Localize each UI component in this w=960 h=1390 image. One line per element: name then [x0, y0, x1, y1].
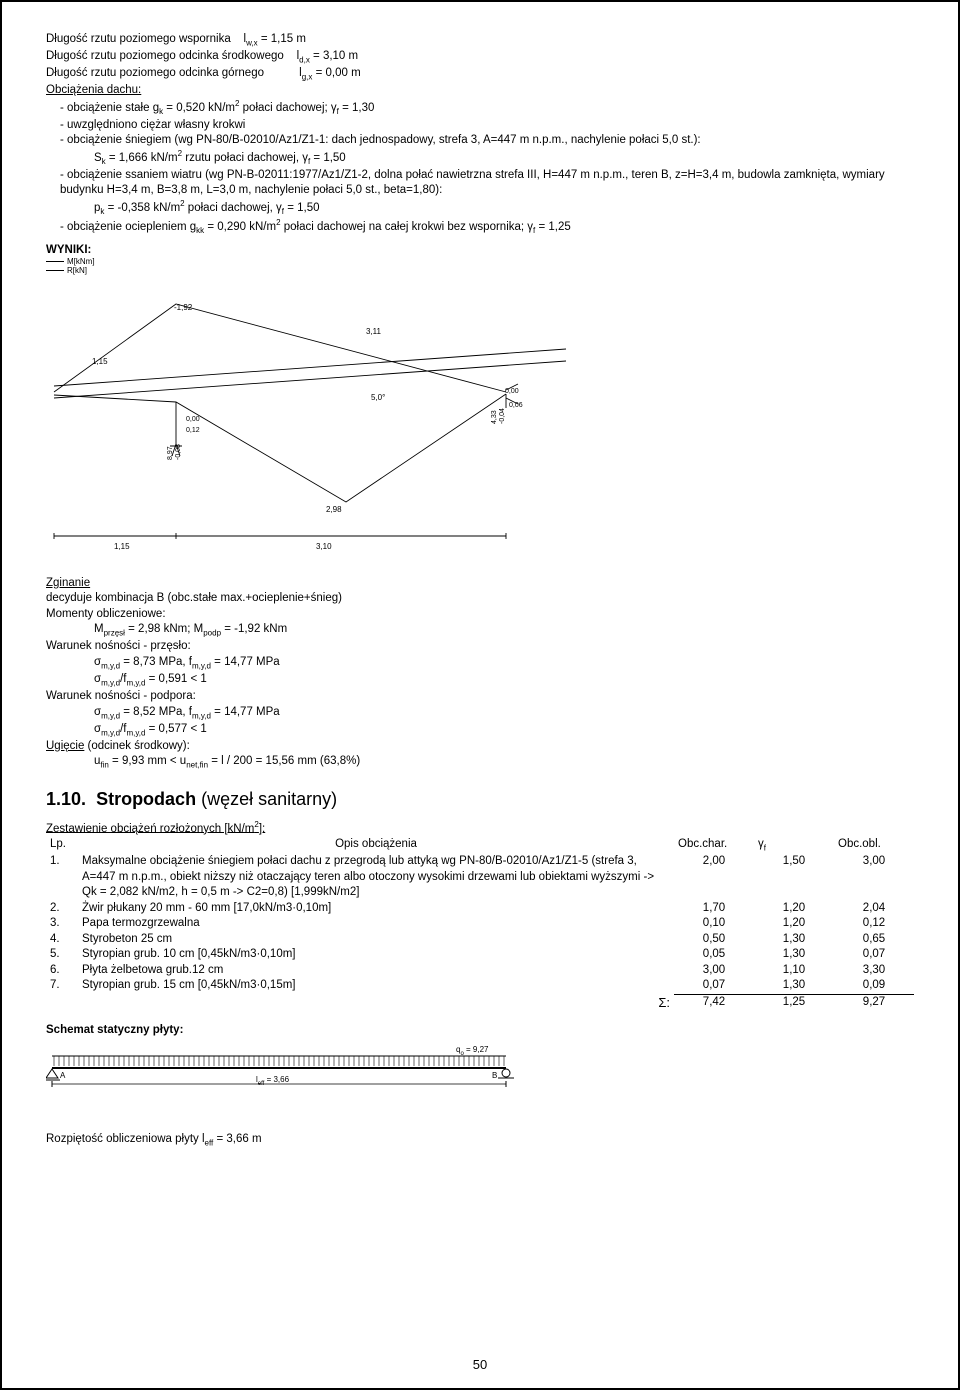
dim-label: Długość rzutu poziomego odcinka górnego — [46, 67, 264, 79]
table-row: 6.Płyta żelbetowa grub.12 cm3,001,103,30 — [46, 963, 914, 979]
svg-text:B: B — [492, 1071, 497, 1080]
static-scheme: qo = 9,27 A B leff = 3,66 — [46, 1042, 546, 1098]
table-row: 1.Maksymalne obciążenie śniegiem połaci … — [46, 854, 914, 901]
load-bullet: pk = -0,358 kN/m2 połaci dachowej, γf = … — [46, 199, 914, 218]
dim-label: Długość rzutu poziomego wspornika — [46, 33, 231, 45]
loads-heading: Obciążenia dachu: — [46, 83, 914, 99]
table-header-row: Lp. Opis obciążenia Obc.char. γf Obc.obl… — [46, 837, 914, 854]
svg-text:0,00: 0,00 — [186, 416, 200, 423]
legend-line-icon — [46, 270, 64, 271]
svg-text:3,10: 3,10 — [316, 542, 332, 551]
table-title: Zestawienie obciążeń rozłożonych [kN/m2]… — [46, 820, 914, 837]
svg-text:3,11: 3,11 — [366, 327, 382, 336]
svg-text:0,12: 0,12 — [186, 427, 200, 434]
load-bullet: - obciążenie stałe gk = 0,520 kN/m2 poła… — [46, 99, 914, 118]
svg-text:2,98: 2,98 — [326, 505, 342, 514]
svg-text:1,15: 1,15 — [92, 357, 108, 366]
table-row: 4.Styrobeton 25 cm0,501,300,65 — [46, 932, 914, 948]
svg-text:-0,04: -0,04 — [499, 408, 506, 424]
load-bullet: Sk = 1,666 kN/m2 rzutu połaci dachowej, … — [46, 149, 914, 168]
svg-text:4,33: 4,33 — [491, 410, 498, 424]
table-row: 5.Styropian grub. 10 cm [0,45kN/m3·0,10m… — [46, 947, 914, 963]
span-text: Rozpiętość obliczeniowa płyty leff = 3,6… — [46, 1132, 914, 1149]
scheme-title: Schemat statyczny płyty: — [46, 1023, 914, 1039]
legend: M[kNm] R[kN] — [46, 258, 914, 276]
svg-text:0,00: 0,00 — [505, 388, 519, 395]
section-heading: 1.10. Stropodach (węzeł sanitarny) — [46, 787, 914, 811]
load-bullet: - obciążenie śniegiem (wg PN-80/B-02010/… — [46, 133, 914, 149]
table-row: 2.Żwir płukany 20 mm - 60 mm [17,0kN/m3·… — [46, 901, 914, 917]
svg-text:5,0°: 5,0° — [371, 393, 385, 402]
svg-text:-1,92: -1,92 — [174, 303, 193, 312]
load-bullet: - obciążenie ociepleniem gkk = 0,290 kN/… — [46, 218, 914, 237]
page-number: 50 — [2, 1356, 958, 1374]
moment-diagram: -1,923,111,155,0°0,000,060,000,124,33-0,… — [46, 286, 606, 566]
svg-text:A: A — [60, 1071, 66, 1080]
svg-text:1,15: 1,15 — [114, 542, 130, 551]
bending-block: Zginanie decyduje kombinacja B (obc.stał… — [46, 576, 914, 772]
table-body: 1.Maksymalne obciążenie śniegiem połaci … — [46, 854, 914, 1013]
table-row: 7.Styropian grub. 15 cm [0,45kN/m3·0,15m… — [46, 978, 914, 994]
table-row: 3.Papa termozgrzewalna0,101,200,12 — [46, 916, 914, 932]
svg-text:8,97: 8,97 — [167, 446, 174, 460]
page: Długość rzutu poziomego wspornika lw,x =… — [0, 0, 960, 1390]
loads-table: Lp. Opis obciążenia Obc.char. γf Obc.obl… — [46, 837, 914, 1013]
load-bullet: - uwzględniono ciężar własny krokwi — [46, 118, 914, 134]
svg-text:0,06: 0,06 — [509, 402, 523, 409]
results-heading: WYNIKI: — [46, 243, 914, 259]
dim-label: Długość rzutu poziomego odcinka środkowe… — [46, 50, 284, 62]
svg-text:-0,08: -0,08 — [175, 444, 182, 460]
legend-line-icon — [46, 261, 64, 262]
svg-text:qo = 9,27: qo = 9,27 — [456, 1045, 489, 1057]
loads-bullet-list: - obciążenie stałe gk = 0,520 kN/m2 poła… — [46, 99, 914, 237]
dimensions-block: Długość rzutu poziomego wspornika lw,x =… — [46, 32, 914, 83]
table-sum-row: Σ:7,421,259,27 — [46, 994, 914, 1013]
load-bullet: - obciążenie ssaniem wiatru (wg PN-B-020… — [46, 168, 914, 199]
svg-text:leff = 3,66: leff = 3,66 — [256, 1075, 290, 1087]
